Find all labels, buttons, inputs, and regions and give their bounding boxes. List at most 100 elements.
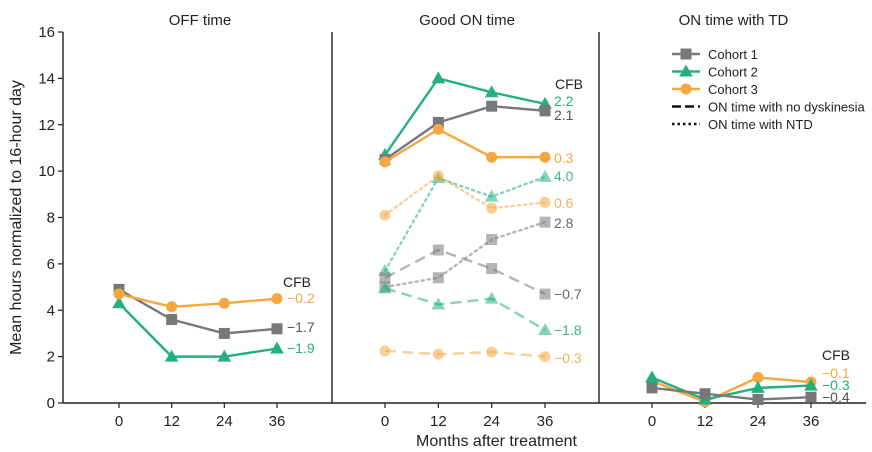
data-point-cohort-2 bbox=[217, 349, 232, 362]
data-point-cohort-1 bbox=[432, 116, 444, 128]
data-point-cohort-2 bbox=[484, 291, 499, 304]
legend-label-cohort-1: Cohort 1 bbox=[708, 47, 758, 62]
data-point-cohort-1 bbox=[646, 382, 658, 394]
legend-label-cohort-2: Cohort 2 bbox=[708, 65, 758, 80]
series-line-good-on-time-cohort-1-dash bbox=[384, 248, 546, 296]
legend-marker-cohort-1 bbox=[680, 48, 692, 60]
data-point-cohort-1 bbox=[539, 216, 551, 228]
data-point-cohort-2 bbox=[751, 380, 765, 393]
data-point-cohort-3 bbox=[379, 209, 391, 221]
data-point-cohort-2 bbox=[270, 341, 284, 354]
panel-title-on-time-with-td: ON time with TD bbox=[679, 12, 789, 29]
x-tick-label: 12 bbox=[697, 413, 714, 430]
cfb-value-off-time-cohort-3-solid: −0.2 bbox=[287, 290, 315, 306]
data-point-cohort-1 bbox=[805, 391, 817, 403]
cfb-header-on-time-with-td: CFB bbox=[822, 347, 850, 363]
cfb-value-good-on-time-cohort-3-dot: 0.6 bbox=[554, 195, 574, 211]
y-tick-label: 2 bbox=[47, 349, 55, 366]
data-point-cohort-1 bbox=[699, 388, 711, 400]
data-point-cohort-3 bbox=[486, 346, 498, 358]
cfb-value-off-time-cohort-2-solid: −1.9 bbox=[287, 340, 315, 356]
panel-title-off-time: OFF time bbox=[169, 12, 232, 29]
x-tick-label: 24 bbox=[483, 413, 500, 430]
y-tick-label: 8 bbox=[47, 210, 55, 227]
data-point-cohort-3 bbox=[379, 156, 391, 168]
data-point-cohort-3 bbox=[166, 301, 178, 313]
data-point-cohort-2 bbox=[645, 370, 659, 383]
cfb-value-good-on-time-cohort-1-solid: 2.1 bbox=[554, 107, 574, 123]
data-point-cohort-1 bbox=[486, 263, 498, 275]
y-tick-label: 10 bbox=[38, 163, 55, 180]
cfb-value-good-on-time-cohort-2-dash: −1.8 bbox=[554, 322, 582, 338]
cfb-header-off-time: CFB bbox=[283, 274, 311, 290]
data-point-cohort-3 bbox=[539, 151, 551, 163]
legend-label-cohort-3: Cohort 3 bbox=[708, 82, 758, 97]
data-point-cohort-2 bbox=[164, 349, 179, 362]
data-point-cohort-2 bbox=[804, 378, 818, 391]
x-tick-label: 24 bbox=[750, 413, 767, 430]
data-point-cohort-3 bbox=[218, 297, 230, 309]
x-tick-label: 12 bbox=[430, 413, 447, 430]
data-point-cohort-2 bbox=[378, 281, 392, 294]
data-point-cohort-3 bbox=[432, 348, 444, 360]
y-tick-label: 4 bbox=[47, 302, 55, 319]
cfb-value-good-on-time-cohort-3-solid: 0.3 bbox=[554, 150, 574, 166]
legend-marker-cohort-2 bbox=[679, 64, 693, 77]
cfb-value-on-time-with-td-cohort-3-solid: −0.1 bbox=[822, 365, 850, 381]
x-tick-label: 0 bbox=[381, 413, 389, 430]
data-point-cohort-1 bbox=[166, 314, 178, 326]
series-line-on-time-with-td-cohort-1-solid bbox=[651, 386, 812, 401]
data-point-cohort-1 bbox=[486, 100, 498, 112]
x-tick-label: 24 bbox=[216, 413, 233, 430]
y-tick-label: 16 bbox=[38, 24, 55, 41]
data-point-cohort-2 bbox=[538, 169, 552, 182]
series-line-good-on-time-cohort-1-solid bbox=[384, 104, 546, 161]
data-point-cohort-2 bbox=[431, 297, 446, 310]
data-point-cohort-1 bbox=[271, 323, 283, 335]
cfb-value-on-time-with-td-cohort-1-solid: −0.4 bbox=[822, 389, 850, 405]
data-point-cohort-3 bbox=[752, 371, 764, 383]
series-line-on-time-with-td-cohort-2-solid bbox=[651, 376, 812, 401]
x-tick-label: 36 bbox=[537, 413, 554, 430]
cfb-value-off-time-cohort-1-solid: −1.7 bbox=[287, 319, 315, 335]
data-point-cohort-3 bbox=[486, 151, 498, 163]
cfb-value-good-on-time-cohort-1-dot: 2.8 bbox=[554, 215, 574, 231]
cfb-value-good-on-time-cohort-2-solid: 2.2 bbox=[554, 93, 574, 109]
data-point-cohort-2 bbox=[538, 322, 552, 335]
data-point-cohort-3 bbox=[486, 202, 498, 214]
series-line-good-on-time-cohort-2-solid bbox=[384, 77, 546, 156]
x-tick-label: 12 bbox=[163, 413, 180, 430]
y-tick-label: 0 bbox=[47, 395, 55, 412]
series-line-good-on-time-cohort-3-solid bbox=[384, 128, 545, 163]
data-point-cohort-1 bbox=[539, 288, 551, 300]
x-axis-title: Months after treatment bbox=[416, 433, 578, 450]
data-point-cohort-3 bbox=[271, 293, 283, 305]
legend-label-on-time-with-ntd: ON time with NTD bbox=[708, 117, 813, 132]
cfb-value-good-on-time-cohort-2-dot: 4.0 bbox=[554, 168, 574, 184]
x-tick-label: 0 bbox=[648, 413, 656, 430]
data-point-cohort-1 bbox=[486, 234, 498, 246]
data-point-cohort-2 bbox=[431, 71, 446, 84]
series-line-good-on-time-cohort-2-dash bbox=[384, 287, 546, 331]
cfb-header-good-on-time: CFB bbox=[555, 76, 583, 92]
data-point-cohort-3 bbox=[379, 345, 391, 357]
x-tick-label: 36 bbox=[269, 413, 286, 430]
series-line-off-time-cohort-3-solid bbox=[118, 292, 278, 308]
series-line-good-on-time-cohort-3-dash bbox=[384, 349, 546, 358]
data-point-cohort-1 bbox=[432, 244, 444, 256]
x-tick-label: 36 bbox=[803, 413, 820, 430]
y-tick-label: 12 bbox=[38, 117, 55, 134]
series-line-good-on-time-cohort-2-dot bbox=[383, 175, 547, 273]
data-point-cohort-1 bbox=[218, 327, 230, 339]
data-point-cohort-1 bbox=[539, 105, 551, 117]
series-line-good-on-time-cohort-3-dot bbox=[383, 174, 547, 217]
data-point-cohort-3 bbox=[432, 123, 444, 135]
y-axis-title: Mean hours normalized to 16-hour day bbox=[8, 80, 25, 355]
data-point-cohort-3 bbox=[539, 351, 551, 363]
data-point-cohort-2 bbox=[112, 296, 126, 309]
data-point-cohort-1 bbox=[379, 272, 391, 284]
data-point-cohort-2 bbox=[484, 189, 499, 202]
cfb-value-on-time-with-td-cohort-2-solid: −0.3 bbox=[822, 377, 850, 393]
